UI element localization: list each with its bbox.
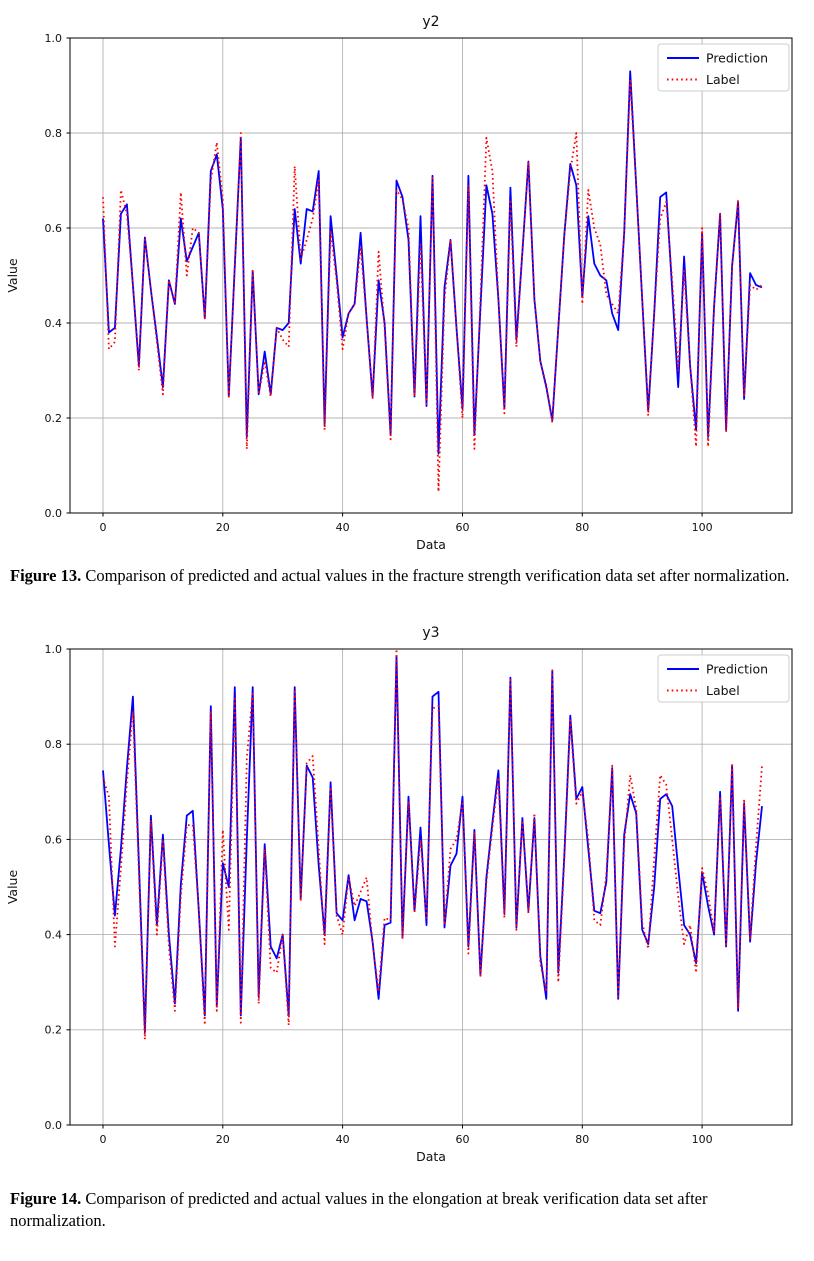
x-axis-label: Data (416, 537, 446, 552)
y-tick-label: 0.8 (45, 738, 63, 751)
x-tick-label: 60 (456, 1133, 470, 1146)
x-tick-label: 40 (336, 1133, 350, 1146)
chart-title: y3 (422, 625, 439, 641)
y-tick-label: 0.8 (45, 127, 63, 140)
figure-13-caption: Figure 13. Comparison of predicted and a… (10, 565, 804, 587)
x-tick-label: 60 (456, 521, 470, 534)
legend-prediction-label: Prediction (706, 50, 768, 65)
y-tick-label: 1.0 (45, 643, 63, 656)
y-tick-label: 0.2 (45, 412, 63, 425)
y-tick-label: 0.6 (45, 833, 63, 846)
series-prediction-line (102, 70, 763, 455)
x-tick-label: 40 (336, 521, 350, 534)
y-tick-label: 0.4 (45, 317, 63, 330)
x-tick-label: 80 (575, 1133, 589, 1146)
legend-label-label: Label (706, 72, 740, 87)
chart-title: y2 (422, 14, 439, 30)
y-tick-label: 1.0 (45, 32, 63, 45)
x-axis-label: Data (416, 1149, 446, 1164)
y-axis-label: Value (5, 869, 20, 904)
y-tick-label: 0.0 (45, 507, 63, 520)
x-tick-label: 100 (692, 1133, 713, 1146)
x-tick-label: 0 (100, 1133, 107, 1146)
legend-prediction-label: Prediction (706, 661, 768, 676)
figure-13: 0 20 40 60 80 100 0.0 0.2 0.4 0.6 0.8 1.0 y2 Data Valu… (0, 0, 814, 587)
plot-border (69, 37, 793, 514)
chart-y3: 0 20 40 60 80 100 0.0 0.2 0.4 0.6 0.8 1.0 y3 Data Valu… (5, 625, 793, 1164)
x-tick-label: 20 (216, 1133, 230, 1146)
y-tick-label: 0.6 (45, 222, 63, 235)
figure-14-caption: Figure 14. Comparison of predicted and a… (10, 1188, 804, 1232)
x-tick-label: 20 (216, 521, 230, 534)
y-tick-label: 0.0 (45, 1119, 63, 1132)
y-tick-label: 0.2 (45, 1023, 63, 1036)
figure-13-label: Figure 13. (10, 566, 82, 585)
legend-label-label: Label (706, 683, 740, 698)
y-tick-label: 0.4 (45, 928, 63, 941)
figure-14-text: Comparison of predicted and actual value… (10, 1188, 708, 1230)
figure-14: 0 20 40 60 80 100 0.0 0.2 0.4 0.6 0.8 1.0 y3 Data Valu… (0, 599, 814, 1232)
x-tick-label: 0 (100, 521, 107, 534)
x-tick-label: 100 (692, 521, 713, 534)
figure-14-label: Figure 14. (10, 1188, 82, 1208)
y-axis-label: Value (5, 258, 20, 293)
series-prediction-line (102, 654, 763, 1033)
chart-y2: 0 20 40 60 80 100 0.0 0.2 0.4 0.6 0.8 1.0 y2 Data Valu… (5, 14, 793, 552)
x-tick-label: 80 (575, 521, 589, 534)
plot-border (69, 648, 793, 1126)
figure-13-text: Comparison of predicted and actual value… (81, 566, 790, 585)
